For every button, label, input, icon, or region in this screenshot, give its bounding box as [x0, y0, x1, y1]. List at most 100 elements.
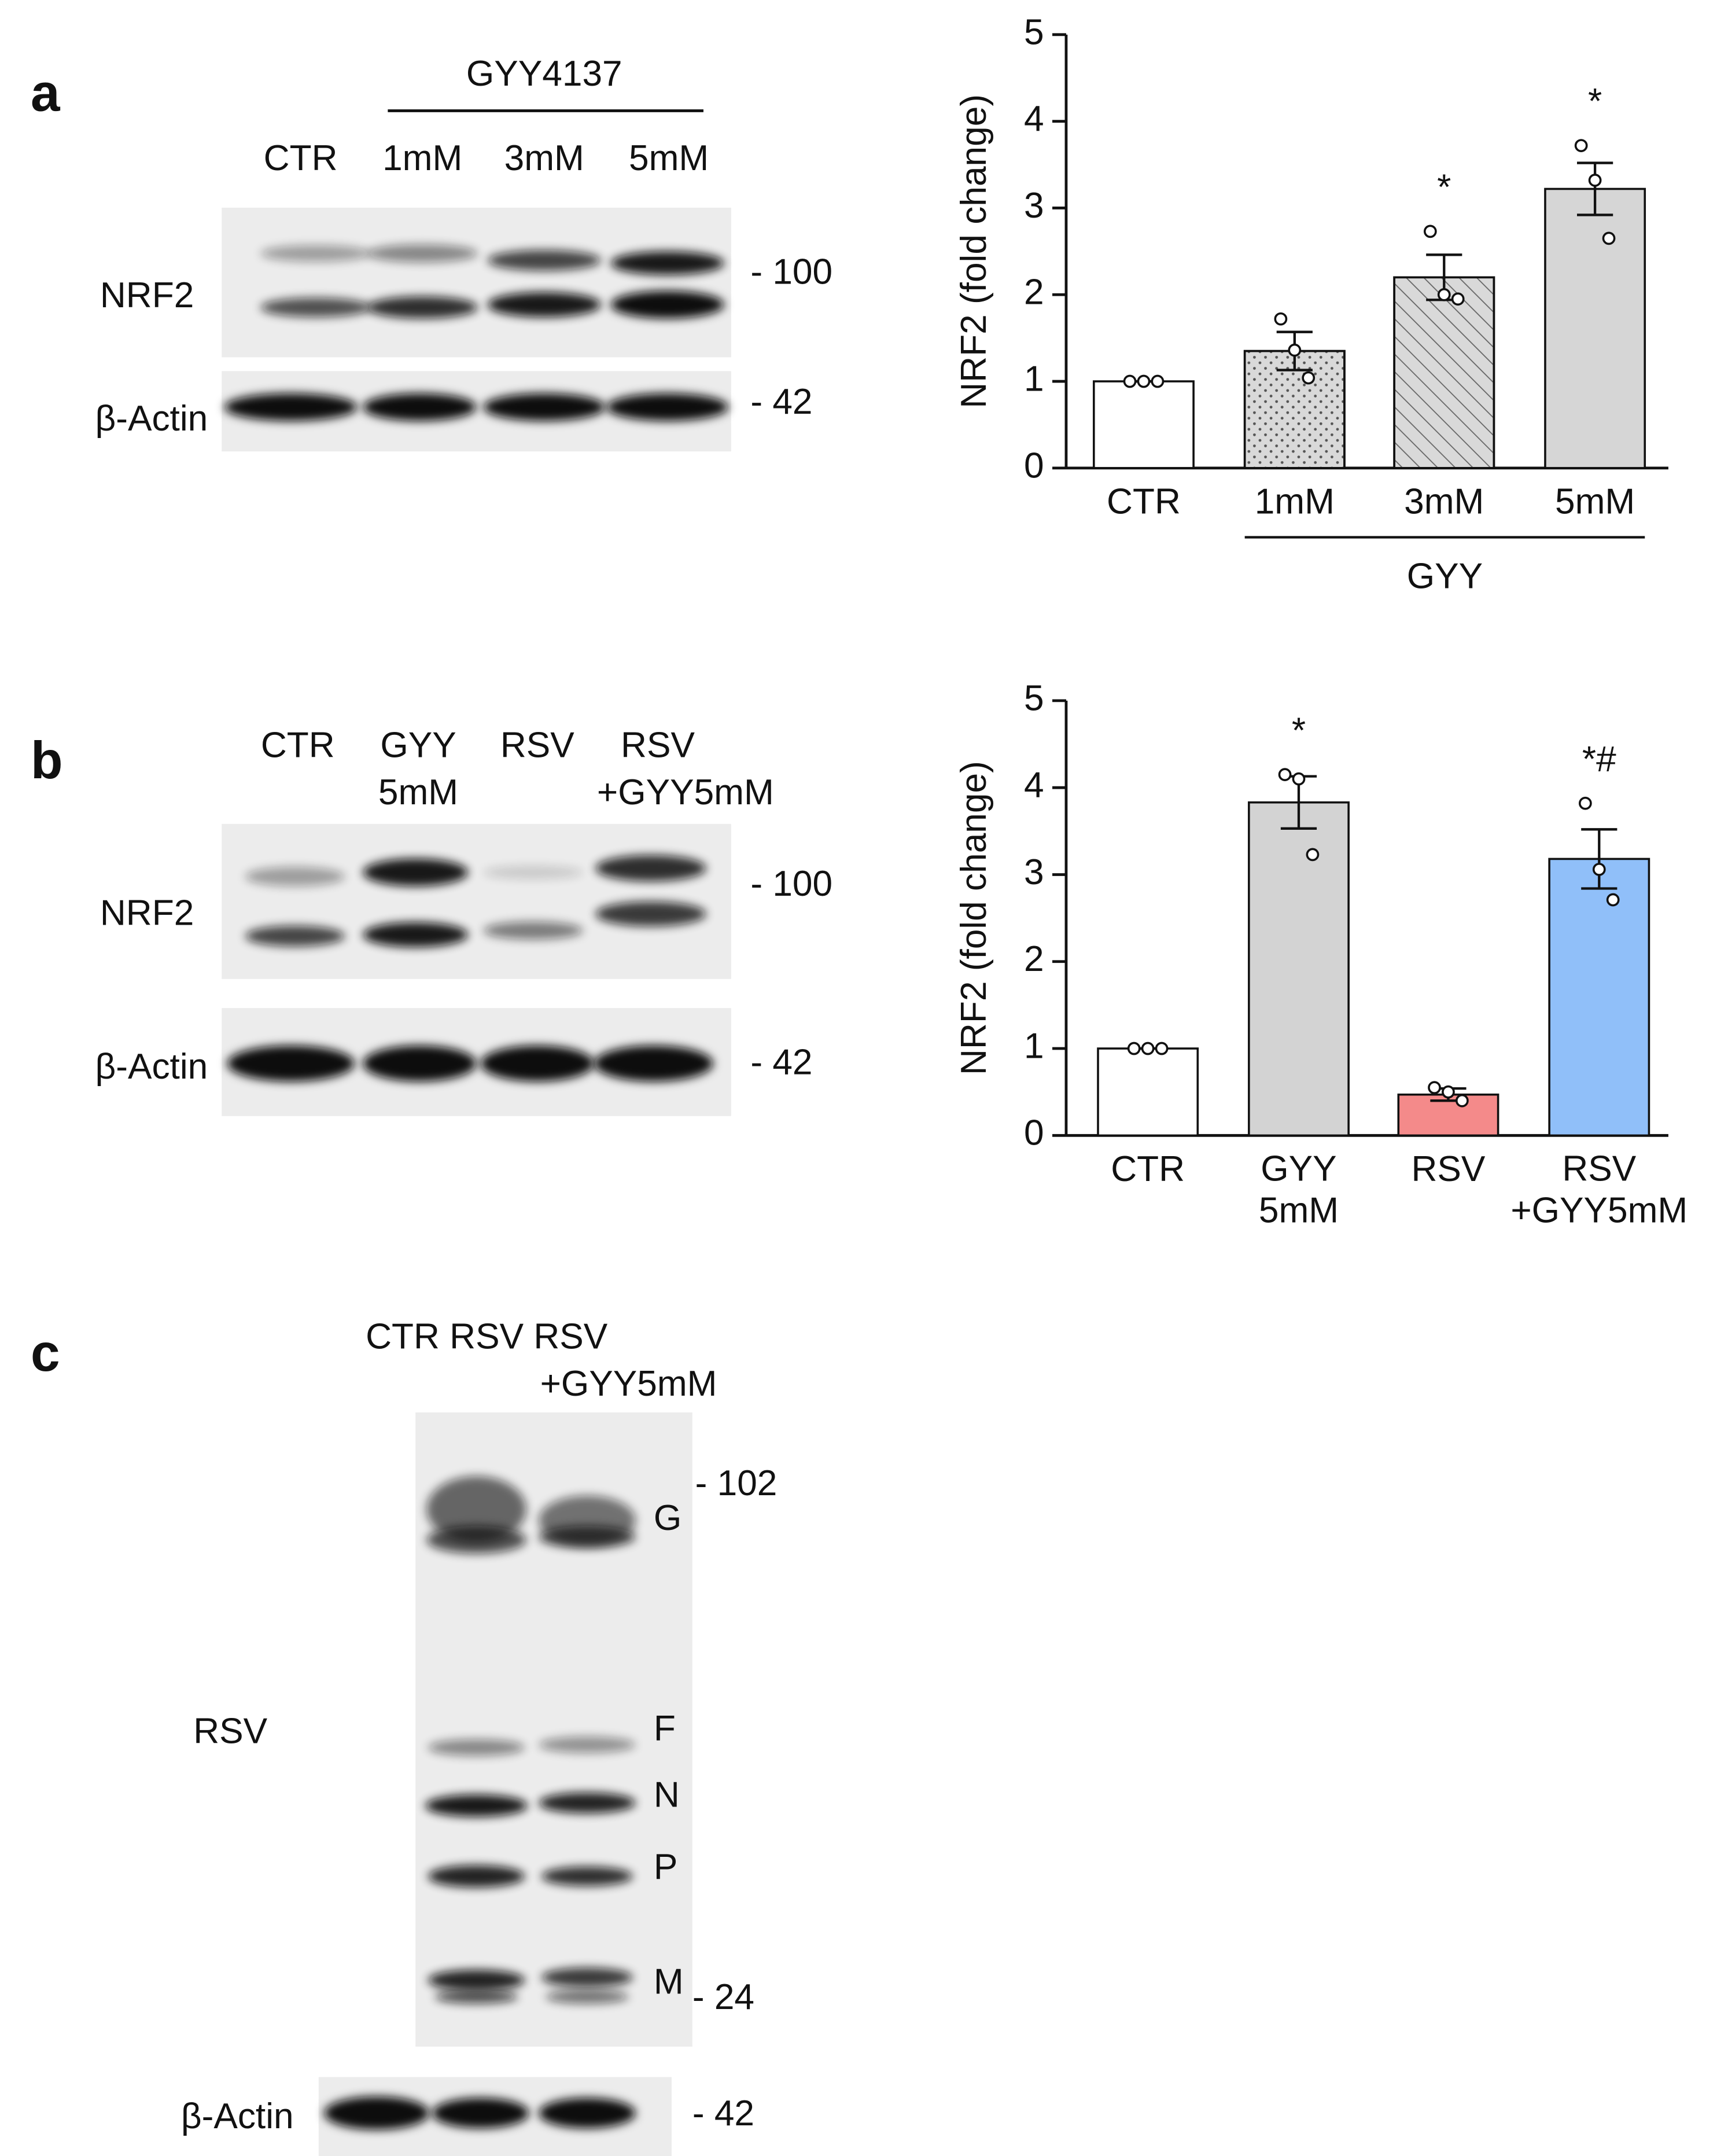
- blot-band: [363, 922, 469, 947]
- bar: [1248, 801, 1350, 1137]
- x-tick-label: 3mM: [1404, 482, 1484, 522]
- blot-label: NRF2: [100, 275, 194, 315]
- marker-label: - 42: [750, 382, 812, 422]
- y-tick-label: 5: [1024, 12, 1044, 52]
- blot-band: [363, 1045, 477, 1081]
- x-tick-label: GYY 5mM: [1259, 1149, 1339, 1231]
- blot-band: [539, 2098, 636, 2129]
- blot-band: [541, 1967, 633, 1988]
- data-point: [1141, 1042, 1155, 1055]
- blot-band: [610, 290, 724, 319]
- lane-label: CTR: [264, 138, 338, 178]
- lane-label: CTR: [261, 726, 335, 766]
- data-point: [1442, 1085, 1455, 1099]
- treatment-label: GYY4137: [466, 54, 622, 94]
- data-point: [1288, 343, 1302, 357]
- y-tick-label: 3: [1024, 852, 1044, 892]
- blot-band: [428, 1865, 525, 1888]
- y-tick-label: 2: [1024, 273, 1044, 312]
- blot-band: [595, 901, 706, 926]
- y-tick-label: 5: [1024, 678, 1044, 718]
- panel-letter: b: [31, 731, 63, 790]
- annotation: *: [1292, 711, 1306, 750]
- blot-label: β-Actin: [95, 1047, 208, 1087]
- blot-band: [367, 244, 478, 263]
- blot-background: [222, 207, 731, 358]
- lane-label: 3mM: [504, 138, 584, 178]
- blot-band: [428, 1970, 525, 1991]
- blot-label: RSV: [193, 1712, 267, 1752]
- data-point: [1278, 768, 1292, 781]
- bar: [1097, 1047, 1199, 1137]
- data-point: [1451, 292, 1465, 306]
- data-point: [1306, 848, 1320, 862]
- lane-label: 1mM: [382, 138, 462, 178]
- blot-label: NRF2: [100, 893, 194, 933]
- blot-band: [483, 921, 583, 940]
- x-tick-label: RSV: [1411, 1149, 1485, 1189]
- lane-label: RSV: [500, 726, 574, 766]
- lane-label: +GYY5mM: [540, 1364, 717, 1404]
- blot-band: [483, 393, 606, 421]
- data-point: [1127, 1042, 1141, 1055]
- marker-label: - 24: [692, 1977, 754, 2017]
- panel-letter: c: [31, 1324, 60, 1382]
- data-point: [1302, 371, 1316, 385]
- x-tick-label: CTR: [1107, 482, 1181, 522]
- blot-band: [546, 1989, 629, 2004]
- blot-band: [432, 2098, 529, 2129]
- data-point: [1456, 1094, 1469, 1108]
- lane-label: RSV: [621, 726, 695, 766]
- y-tick-label: 0: [1024, 446, 1044, 485]
- data-point: [1437, 288, 1451, 301]
- data-point: [1274, 312, 1288, 326]
- blot-band: [539, 1736, 636, 1753]
- blot-band: [594, 1045, 713, 1081]
- blot-band: [483, 865, 583, 880]
- x-tick-label: 5mM: [1555, 482, 1635, 522]
- blot-band: [487, 249, 601, 271]
- lane-label: GYY: [380, 726, 456, 766]
- y-tick-label: 2: [1024, 939, 1044, 979]
- bar: [1544, 187, 1646, 469]
- data-point: [1151, 374, 1165, 388]
- blot-band: [245, 925, 345, 947]
- band-label: G: [654, 1498, 681, 1538]
- band-label: P: [654, 1847, 678, 1887]
- lane-label: CTR RSV RSV: [366, 1317, 608, 1357]
- y-tick-label: 4: [1024, 766, 1044, 805]
- group-label: GYY: [1407, 557, 1483, 597]
- lane-label: 5mM: [629, 138, 709, 178]
- blot-band: [363, 858, 469, 886]
- y-tick-label: 0: [1024, 1113, 1044, 1153]
- blot-band: [595, 855, 706, 882]
- blot-band: [480, 1045, 594, 1081]
- bar: [1093, 380, 1195, 469]
- data-point: [1423, 225, 1437, 238]
- band-label: N: [654, 1775, 680, 1815]
- x-tick-label: 1mM: [1255, 482, 1335, 522]
- panel-letter: a: [31, 64, 61, 123]
- data-point: [1137, 374, 1151, 388]
- blot-band: [245, 867, 345, 886]
- y-tick-label: 1: [1024, 359, 1044, 399]
- y-tick-label: 1: [1024, 1026, 1044, 1066]
- y-axis-label: NRF2 (fold change): [954, 761, 994, 1075]
- blot-band: [260, 245, 371, 262]
- data-point: [1292, 772, 1306, 786]
- marker-label: - 102: [695, 1463, 778, 1503]
- blot-band: [324, 2096, 430, 2130]
- band-label: M: [654, 1962, 684, 2002]
- blot-band: [541, 1866, 633, 1886]
- y-tick-label: 4: [1024, 99, 1044, 139]
- blots: [222, 207, 731, 2156]
- marker-label: - 100: [750, 864, 832, 904]
- blot-band: [539, 1526, 636, 1548]
- blot-label: β-Actin: [181, 2096, 294, 2136]
- blot-band: [227, 1045, 355, 1081]
- blot-band: [367, 296, 478, 319]
- y-tick-label: 3: [1024, 186, 1044, 226]
- blot-band: [426, 1526, 526, 1554]
- blot-background: [222, 823, 731, 979]
